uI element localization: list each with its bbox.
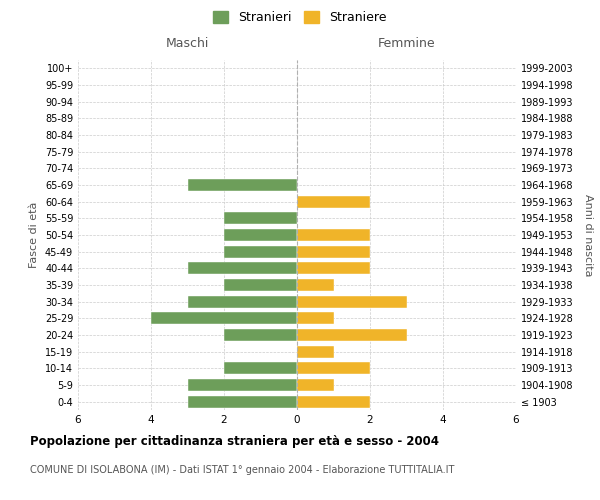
Bar xyxy=(297,396,370,407)
Bar xyxy=(297,229,370,241)
Bar xyxy=(224,329,297,341)
Bar xyxy=(188,379,297,391)
Bar xyxy=(297,296,407,308)
Bar xyxy=(188,262,297,274)
Text: Popolazione per cittadinanza straniera per età e sesso - 2004: Popolazione per cittadinanza straniera p… xyxy=(30,435,439,448)
Y-axis label: Anni di nascita: Anni di nascita xyxy=(583,194,593,276)
Bar xyxy=(224,246,297,258)
Bar xyxy=(188,296,297,308)
Bar xyxy=(297,346,334,358)
Text: COMUNE DI ISOLABONA (IM) - Dati ISTAT 1° gennaio 2004 - Elaborazione TUTTITALIA.: COMUNE DI ISOLABONA (IM) - Dati ISTAT 1°… xyxy=(30,465,454,475)
Bar xyxy=(224,362,297,374)
Bar xyxy=(224,279,297,291)
Y-axis label: Fasce di età: Fasce di età xyxy=(29,202,39,268)
Bar xyxy=(297,196,370,207)
Bar xyxy=(151,312,297,324)
Bar xyxy=(297,279,334,291)
Bar xyxy=(188,396,297,407)
Bar xyxy=(297,362,370,374)
Bar xyxy=(188,179,297,191)
Legend: Stranieri, Straniere: Stranieri, Straniere xyxy=(208,6,392,29)
Text: Maschi: Maschi xyxy=(166,37,209,50)
Bar xyxy=(297,246,370,258)
Bar xyxy=(297,329,407,341)
Bar xyxy=(224,212,297,224)
Bar xyxy=(297,262,370,274)
Text: Femmine: Femmine xyxy=(377,37,436,50)
Bar xyxy=(297,379,334,391)
Bar xyxy=(224,229,297,241)
Bar xyxy=(297,312,334,324)
